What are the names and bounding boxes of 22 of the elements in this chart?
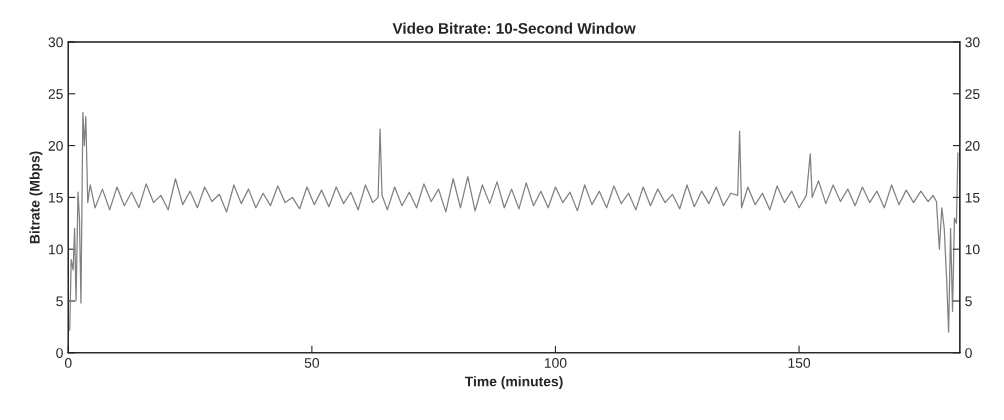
x-tick-label: 150 [788, 358, 811, 368]
y2-tick-label: 0 [965, 348, 972, 358]
y-axis-title: Bitrate (Mbps) [29, 151, 43, 244]
y2-tick-label: 15 [965, 192, 980, 203]
x-tick-label: 100 [544, 358, 567, 368]
y-tick-label: 25 [48, 89, 63, 99]
y2-tick-label: 5 [965, 296, 972, 307]
y2-tick-label: 10 [965, 244, 980, 255]
x-tick-label: 50 [304, 358, 320, 368]
y-tick-label: 5 [56, 296, 63, 307]
x-tick-label: 0 [64, 358, 72, 368]
y-tick-label: 30 [48, 37, 63, 48]
x-axis-title: Time (minutes) [464, 376, 563, 390]
y2-tick-label: 20 [965, 140, 980, 151]
y-tick-label: 20 [48, 140, 63, 151]
y-tick-label: 10 [49, 244, 63, 255]
line-series [69, 111, 959, 333]
y-tick-label: 0 [56, 348, 63, 358]
y2-tick-label: 30 [965, 37, 980, 48]
y-tick-label: 15 [49, 192, 63, 203]
chart-title: Video Bitrate: 10-Second Window [392, 22, 636, 34]
y2-tick-label: 25 [965, 89, 980, 99]
